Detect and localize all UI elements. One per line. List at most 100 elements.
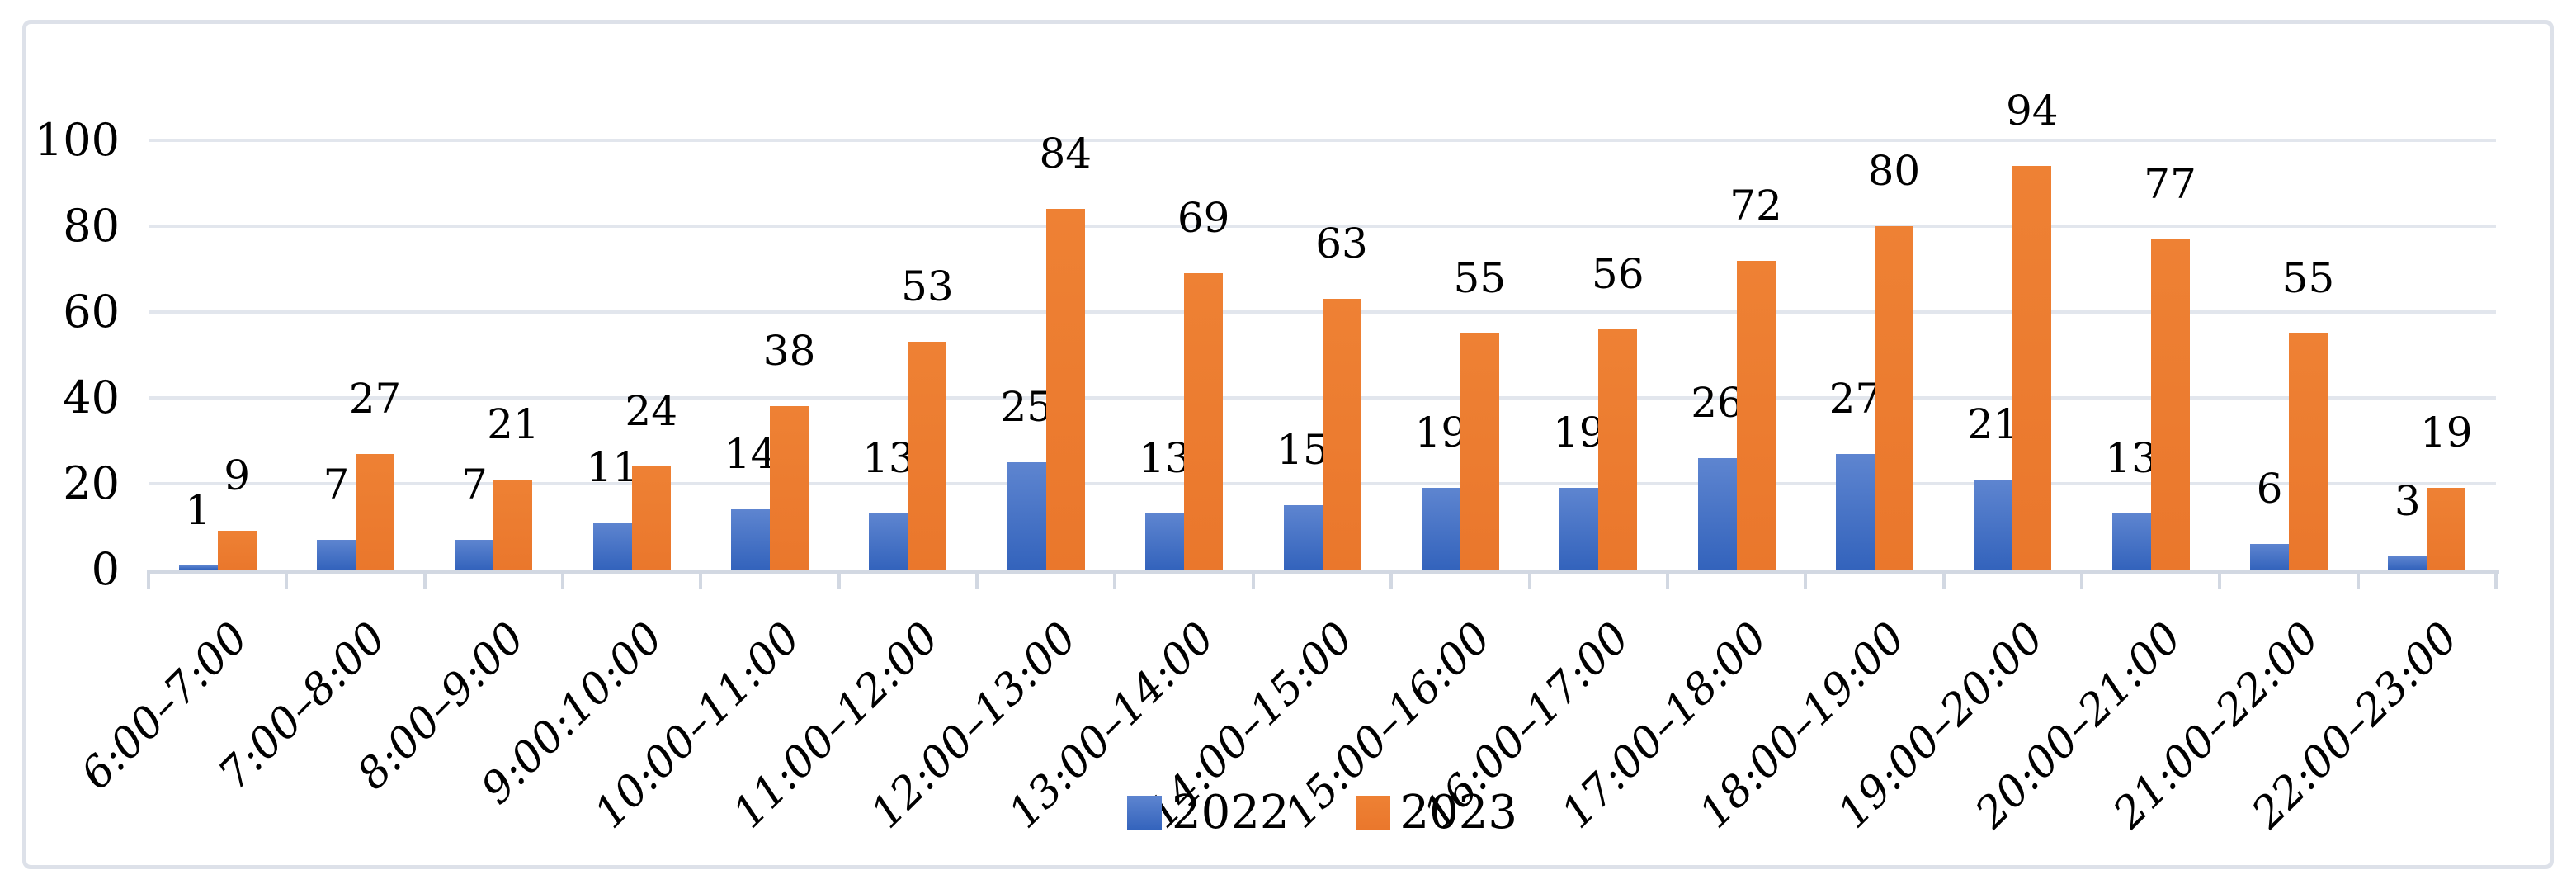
bar-value-label-2023: 94	[2005, 87, 2059, 135]
bar-value-label-2022: 26	[1691, 378, 1743, 427]
bar-2023	[1322, 299, 1361, 570]
x-axis-tick	[1665, 570, 1669, 589]
gridline	[149, 225, 2496, 228]
bar-value-label-2022: 6	[2256, 464, 2283, 513]
bar-2023	[908, 342, 947, 570]
bar-value-label-2023: 21	[487, 400, 540, 448]
bar-value-label-2023: 9	[224, 452, 251, 500]
bar-2022	[455, 539, 494, 570]
bar-2022	[1421, 488, 1460, 570]
bar-2022	[1145, 513, 1185, 570]
y-axis-tick-label: 0	[91, 543, 120, 595]
bar-2023	[1598, 329, 1638, 570]
x-axis-tick	[422, 570, 427, 589]
bar-2022	[1007, 462, 1046, 570]
bar-2022	[731, 509, 771, 570]
x-axis-tick	[1251, 570, 1255, 589]
bar-value-label-2022: 11	[586, 442, 639, 491]
bar-2023	[1184, 273, 1224, 570]
bar-2023	[2012, 166, 2052, 570]
bar-2023	[2427, 488, 2466, 570]
bar-2022	[317, 539, 356, 570]
legend-swatch-2022	[1126, 796, 1162, 830]
bar-2022	[1559, 488, 1599, 570]
bar-value-label-2023: 72	[1729, 181, 1782, 229]
bar-value-label-2023: 77	[2144, 159, 2196, 208]
x-axis-tick	[1389, 570, 1394, 589]
bar-value-label-2023: 24	[625, 387, 678, 436]
bar-value-label-2022: 13	[1138, 434, 1191, 483]
x-axis-tick	[2218, 570, 2222, 589]
gridline	[149, 139, 2496, 142]
legend-item-2023: 2023	[1355, 786, 1518, 839]
bar-2022	[592, 522, 632, 570]
bar-2023	[1460, 333, 1499, 570]
x-axis-tick	[1113, 570, 1117, 589]
bar-value-label-2023: 84	[1039, 130, 1092, 178]
bar-2022	[2388, 556, 2427, 570]
bar-value-label-2022: 1	[185, 485, 212, 534]
bar-2023	[2288, 333, 2328, 570]
x-axis-tick	[1804, 570, 1808, 589]
y-axis-tick-label: 80	[63, 200, 120, 252]
bar-value-label-2022: 21	[1966, 400, 2020, 448]
bar-value-label-2023: 53	[901, 262, 954, 311]
bar-2023	[493, 479, 533, 570]
bar-value-label-2023: 55	[2281, 254, 2335, 302]
bar-2023	[631, 466, 671, 570]
x-axis-tick	[837, 570, 841, 589]
bar-2023	[1874, 226, 1913, 570]
bar-value-label-2023: 69	[1177, 194, 1230, 243]
legend: 2022 2023	[149, 786, 2496, 840]
bar-value-label-2022: 7	[460, 460, 488, 508]
bar-value-label-2022: 14	[724, 430, 777, 479]
bar-value-label-2023: 55	[1453, 254, 1507, 302]
bar-value-label-2022: 13	[862, 434, 915, 483]
bar-value-label-2022: 3	[2394, 477, 2421, 526]
bar-value-label-2022: 19	[1552, 409, 1606, 457]
y-axis-tick-label: 60	[63, 286, 120, 338]
x-axis-tick	[1941, 570, 1946, 589]
bar-value-label-2022: 19	[1414, 409, 1468, 457]
bar-2023	[1045, 209, 1085, 570]
bar-2022	[1974, 479, 2013, 570]
legend-item-2022: 2022	[1126, 786, 1290, 839]
legend-label: 2022	[1171, 786, 1290, 839]
x-axis-tick	[699, 570, 703, 589]
y-axis-tick-label: 40	[63, 371, 120, 423]
bar-2023	[217, 531, 257, 570]
x-axis-tick	[1527, 570, 1531, 589]
bar-value-label-2022: 27	[1828, 374, 1882, 423]
x-axis-tick	[2356, 570, 2360, 589]
bar-2022	[2111, 513, 2151, 570]
x-axis-tick	[975, 570, 979, 589]
bar-value-label-2022: 7	[323, 460, 350, 508]
bar-value-label-2023: 56	[1591, 249, 1644, 298]
bar-value-label-2022: 25	[1000, 383, 1054, 431]
y-axis-tick-label: 20	[63, 457, 120, 509]
bar-value-label-2023: 38	[762, 327, 816, 376]
chart-frame	[22, 20, 2554, 869]
bar-value-label-2023: 80	[1867, 147, 1921, 195]
bar-2023	[2150, 239, 2190, 570]
x-axis-tick	[2079, 570, 2083, 589]
bar-value-label-2023: 27	[348, 374, 402, 423]
x-axis-line	[149, 570, 2499, 574]
bar-2022	[1697, 457, 1737, 570]
bar-2023	[770, 406, 809, 570]
y-axis-tick-label: 100	[34, 114, 120, 166]
bar-2022	[178, 565, 218, 570]
bar-value-label-2022: 13	[2105, 434, 2158, 483]
bar-2022	[1835, 453, 1875, 570]
bar-2022	[869, 513, 908, 570]
x-axis-tick	[147, 570, 150, 589]
bar-value-label-2023: 63	[1315, 220, 1368, 268]
x-axis-tick	[561, 570, 565, 589]
bar-value-label-2022: 15	[1276, 426, 1329, 474]
bar-2023	[1736, 260, 1776, 570]
legend-label: 2023	[1399, 786, 1518, 839]
legend-swatch-2023	[1355, 796, 1390, 830]
bar-2023	[356, 453, 395, 570]
x-axis-tick	[285, 570, 289, 589]
